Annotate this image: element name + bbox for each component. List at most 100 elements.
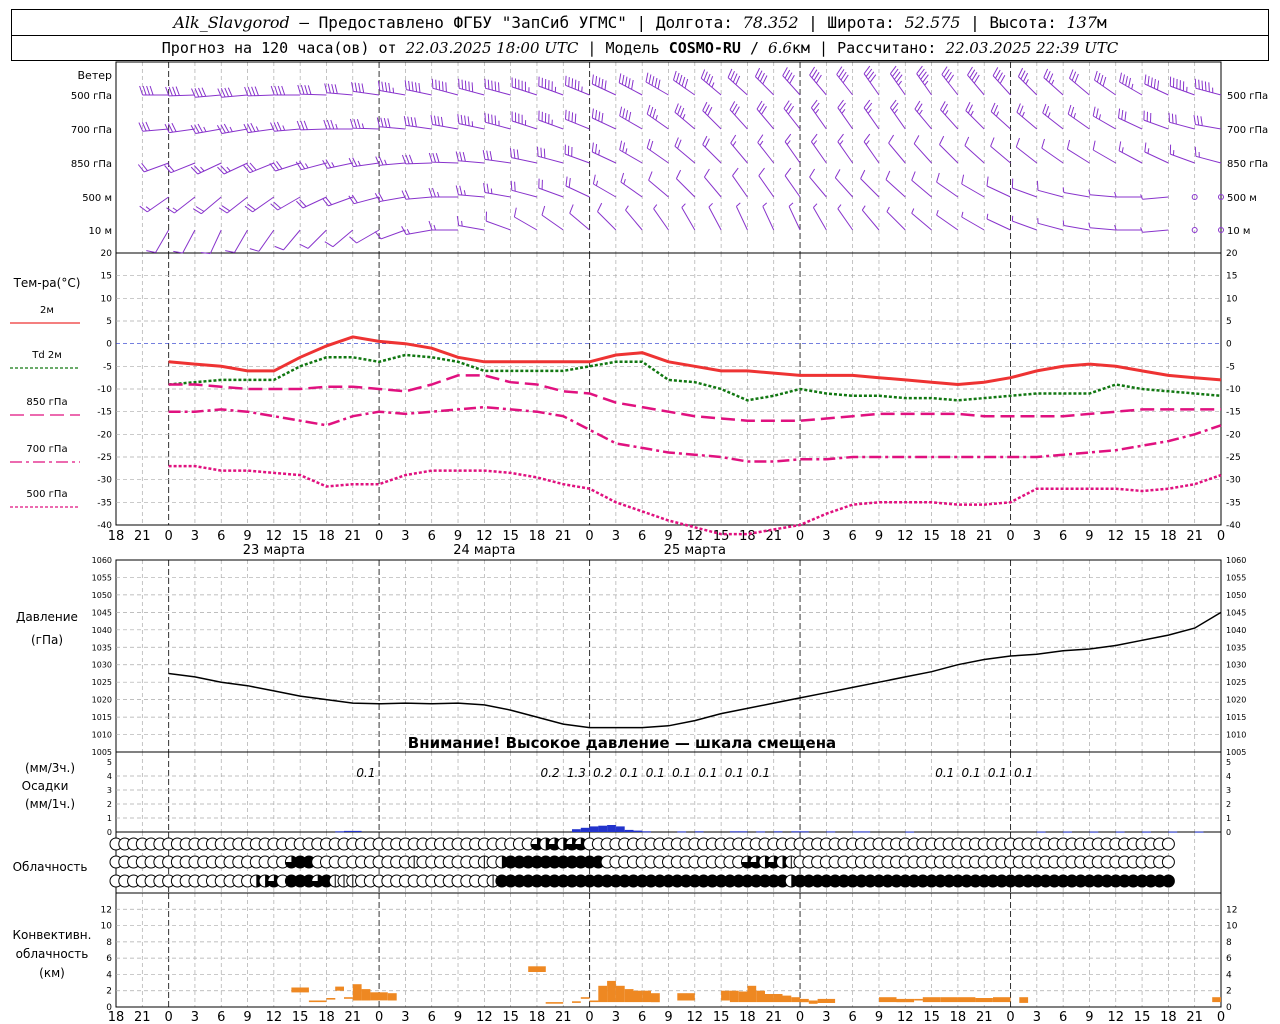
convective-bar — [993, 997, 1011, 1003]
wind-barb — [1143, 110, 1169, 130]
x-tick-label-bottom: 9 — [243, 1010, 251, 1024]
wind-barb — [217, 162, 248, 175]
wind-barb — [274, 229, 301, 251]
wind-barb — [1169, 144, 1195, 164]
precip-bar — [598, 825, 608, 832]
temp-tick-right: 5 — [1226, 317, 1232, 327]
wind-barb — [863, 99, 880, 130]
wind-level-label-left: 850 гПа — [71, 159, 112, 170]
station-name: Alk_Slavgorod — [173, 13, 290, 32]
convective-bar — [800, 998, 809, 1003]
wind-barb — [428, 220, 459, 231]
x-tick-label: 12 — [476, 529, 493, 544]
wind-barb — [961, 211, 985, 231]
convective-bar — [642, 990, 651, 1003]
x-tick-label-bottom: 18 — [318, 1010, 335, 1024]
wind-level-label-right: 700 гПа — [1227, 125, 1268, 136]
convective-bar — [905, 998, 915, 1003]
pressure-tick-right: 1050 — [1226, 591, 1246, 600]
wind-barb — [727, 68, 748, 96]
wind-barb — [243, 162, 275, 174]
wind-barb — [1016, 103, 1038, 130]
precip-bar — [791, 831, 801, 833]
x-tick-label-bottom: 15 — [713, 1010, 730, 1024]
wind-barb — [810, 99, 827, 130]
wind-barb — [216, 123, 248, 134]
x-tick-label-bottom: 0 — [796, 1010, 804, 1024]
convective-bar — [335, 986, 344, 991]
temperature-panel: Тем-ра(°C) 18 21 0 3 6 9 12 15 18 21 0 3 6 9 12 15 18 21 0… — [10, 249, 1241, 558]
wind-barb — [482, 150, 511, 164]
wind-barb — [990, 102, 1011, 130]
conv-tick-right: 4 — [1226, 970, 1232, 980]
temp-tick-right: -15 — [1226, 408, 1241, 418]
precip-tick-right: 2 — [1226, 800, 1231, 809]
wind-barb — [1011, 178, 1038, 198]
x-tick-label: 21 — [765, 529, 782, 544]
pressure-tick-left: 1030 — [92, 661, 112, 670]
precip-tick-left: 0 — [107, 828, 112, 837]
precip-tick-left: 5 — [107, 758, 112, 767]
wind-barb — [888, 134, 906, 164]
wind-barb — [837, 99, 854, 130]
temp-tick-right: -30 — [1226, 476, 1241, 486]
convective-bar — [756, 990, 765, 1003]
forecast-from: 22.03.2025 18:00 UTC — [405, 39, 579, 57]
wind-barb — [885, 170, 906, 198]
wind-barb — [376, 117, 406, 130]
x-tick-label-bottom: 0 — [585, 1010, 593, 1024]
conv-tick-left: 10 — [101, 922, 113, 932]
x-tick-label: 6 — [217, 529, 225, 544]
wind-barb — [591, 108, 617, 130]
wind-barb — [961, 174, 985, 198]
pressure-tick-right: 1015 — [1226, 713, 1246, 722]
wind-barb — [166, 196, 196, 214]
x-tick-label: 18 — [529, 529, 546, 544]
x-tick-label-bottom: 3 — [191, 1010, 199, 1024]
x-tick-label: 18 — [318, 529, 335, 544]
pressure-tick-right: 1060 — [1226, 556, 1246, 565]
temp-tick-right: -40 — [1226, 521, 1241, 531]
x-tick-label: 6 — [849, 529, 857, 544]
temp-tick-right: 15 — [1226, 272, 1237, 282]
wind-barb — [401, 225, 432, 235]
precip-bar — [1194, 831, 1204, 833]
wind-barb — [192, 196, 222, 215]
wind-barb — [164, 162, 196, 174]
wind-barb — [541, 205, 564, 231]
precip-3h-label: 0.2 — [541, 766, 560, 780]
temp-series-line — [168, 353, 1222, 402]
wind-barb — [456, 216, 485, 231]
convective-label-2: облачность — [16, 947, 89, 961]
convective-bar — [537, 966, 546, 972]
wind-barb — [511, 77, 538, 96]
wind-barb — [1194, 78, 1222, 96]
temp-tick-right: 10 — [1226, 294, 1238, 304]
convective-bar — [791, 997, 801, 1003]
cloud-symbol-three-quarter — [741, 856, 754, 868]
precip-tick-right: 4 — [1226, 772, 1231, 781]
panel-frame — [115, 559, 1222, 1008]
wind-barb — [1169, 76, 1195, 96]
cloud-symbol — [1161, 855, 1175, 869]
convective-bar — [589, 1000, 599, 1003]
wind-barb — [509, 148, 538, 164]
meteogram-header: Alk_Slavgorod — Предоставлено ФГБУ "ЗапС… — [11, 9, 1269, 61]
wind-barb — [1088, 189, 1116, 198]
precip-tick-right: 5 — [1226, 758, 1231, 767]
temp-series-line — [168, 374, 1221, 422]
precip-bar — [861, 831, 871, 833]
x-tick-label: 9 — [664, 529, 672, 544]
x-tick-label: 15 — [292, 529, 309, 544]
precip-bar — [607, 825, 616, 832]
wind-barb — [146, 229, 170, 253]
pressure-tick-right: 1005 — [1226, 748, 1246, 757]
wind-barb — [323, 119, 353, 130]
wind-barb — [217, 87, 248, 98]
wind-barb — [673, 70, 696, 96]
x-tick-label: 3 — [822, 529, 830, 544]
temp-tick-right: 20 — [1226, 249, 1238, 259]
wind-barb — [732, 167, 748, 198]
precip-3h-label: 0.1 — [988, 766, 1007, 780]
